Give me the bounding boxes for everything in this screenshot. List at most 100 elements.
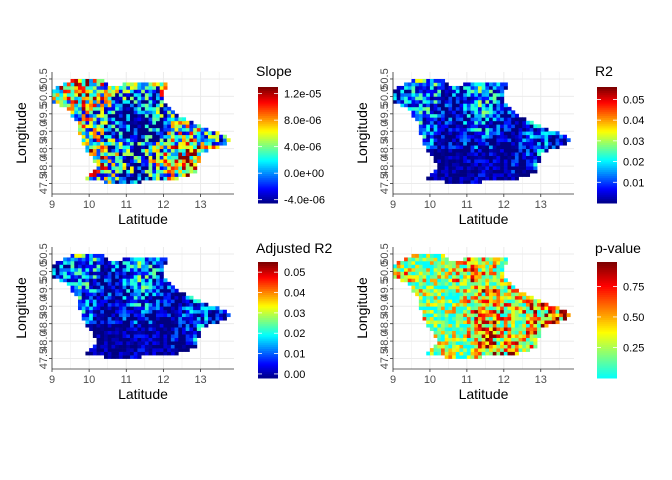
heatmap-cell (89, 327, 94, 332)
heatmap-cell (544, 138, 549, 143)
heatmap-cell (59, 92, 64, 97)
heatmap-cell (130, 337, 135, 342)
heatmap-cell (170, 141, 175, 146)
heatmap-cell (74, 106, 79, 111)
heatmap-cell (437, 96, 442, 101)
heatmap-cell (562, 141, 567, 146)
heatmap-cell (466, 131, 471, 136)
heatmap-cell (185, 131, 190, 136)
heatmap-cell (455, 264, 460, 269)
heatmap-cell (107, 278, 112, 283)
legend-colorbar-segment (258, 366, 278, 369)
heatmap-cell (400, 99, 405, 104)
heatmap-cell (107, 103, 112, 108)
heatmap-cell (500, 99, 505, 104)
heatmap-cell (148, 295, 153, 300)
heatmap-cell (219, 313, 224, 318)
heatmap-cell (137, 148, 142, 153)
heatmap-cell (130, 260, 135, 265)
heatmap-cell (163, 288, 168, 293)
legend-colorbar-segment (258, 199, 278, 202)
heatmap-cell (452, 103, 457, 108)
heatmap-cell (185, 148, 190, 153)
heatmap-cell (159, 274, 164, 279)
heatmap-cell (189, 166, 194, 170)
heatmap-cell (104, 103, 109, 108)
heatmap-cell (503, 306, 508, 311)
heatmap-cell (485, 274, 490, 279)
heatmap-cell (455, 323, 460, 328)
heatmap-cell (170, 302, 175, 307)
heatmap-cell (481, 96, 486, 101)
heatmap-cell (507, 152, 512, 157)
heatmap-cell (448, 278, 453, 283)
heatmap-cell (126, 264, 131, 269)
heatmap-cell (193, 159, 198, 163)
heatmap-cell (544, 323, 549, 328)
heatmap-cell (133, 264, 138, 269)
heatmap-cell (466, 348, 471, 352)
heatmap-cell (514, 162, 519, 167)
heatmap-cell (118, 159, 123, 163)
heatmap-cell (96, 264, 101, 269)
legend-colorbar-segment (597, 300, 617, 304)
heatmap-cell (163, 344, 168, 349)
heatmap-cell (170, 316, 175, 321)
heatmap-cell (137, 138, 142, 143)
heatmap-cell (152, 134, 157, 139)
heatmap-cell (426, 78, 431, 83)
heatmap-cell (400, 274, 405, 279)
heatmap-cell (122, 267, 127, 272)
heatmap-cell (492, 138, 497, 143)
heatmap-cell (96, 78, 101, 83)
legend-colorbar-segment (258, 372, 278, 375)
heatmap-cell (137, 323, 142, 328)
heatmap-cell (126, 323, 131, 328)
heatmap-cell (426, 323, 431, 328)
heatmap-cell (144, 96, 149, 101)
heatmap-cell (418, 113, 423, 118)
heatmap-cell (122, 173, 127, 177)
heatmap-cell (96, 337, 101, 342)
heatmap-cell (178, 148, 183, 153)
heatmap-cell (511, 334, 516, 338)
heatmap-cell (92, 271, 97, 276)
heatmap-cell (126, 327, 131, 332)
heatmap-cell (215, 309, 220, 314)
legend-colorbar-segment (258, 283, 278, 286)
heatmap-cell (503, 138, 508, 143)
heatmap-cell (156, 285, 161, 290)
heatmap-cell (393, 99, 398, 104)
heatmap-cell (163, 162, 168, 167)
heatmap-cell (481, 313, 486, 318)
heatmap-cell (174, 351, 179, 356)
heatmap-cell (518, 120, 523, 125)
heatmap-cell (156, 159, 161, 163)
x-axis-label: Latitude (118, 211, 168, 227)
legend-colorbar-segment (597, 135, 617, 138)
heatmap-cell (492, 173, 497, 177)
heatmap-cell (74, 85, 79, 90)
heatmap-cell (496, 92, 501, 97)
heatmap-cell (466, 344, 471, 349)
heatmap-cell (74, 278, 79, 283)
heatmap-cell (196, 152, 201, 157)
heatmap-cell (193, 316, 198, 321)
heatmap-cell (525, 145, 531, 150)
heatmap-cell (85, 120, 90, 125)
heatmap-cell (185, 169, 190, 174)
heatmap-cell (141, 302, 146, 307)
heatmap-cell (470, 341, 475, 345)
heatmap-cell (507, 113, 512, 118)
heatmap-cell (529, 159, 534, 163)
heatmap-cell (193, 330, 198, 335)
heatmap-cell (470, 292, 475, 297)
heatmap-cell (411, 99, 416, 104)
heatmap-cell (89, 96, 94, 101)
heatmap-cell (441, 351, 446, 356)
heatmap-cell (92, 103, 97, 108)
heatmap-cell (130, 295, 135, 300)
heatmap-cell (470, 337, 475, 342)
heatmap-cell (437, 117, 442, 122)
heatmap-cell (66, 85, 71, 90)
